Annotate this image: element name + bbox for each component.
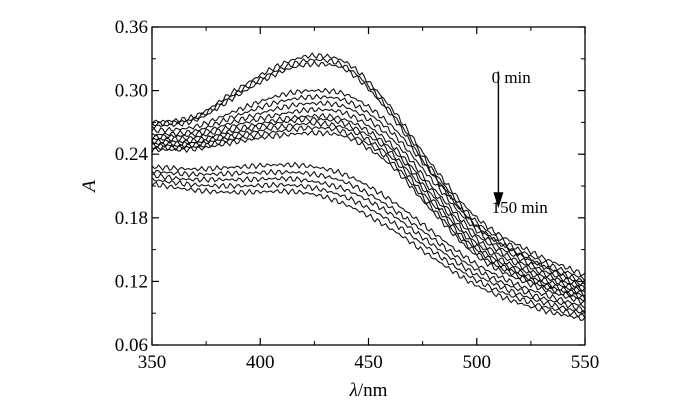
x-tick-label: 500 bbox=[463, 352, 492, 373]
annotation-end: 150 min bbox=[492, 198, 549, 217]
spectrum-line-6 bbox=[151, 100, 586, 292]
y-tick-label: 0.36 bbox=[115, 17, 148, 38]
y-tick-label: 0.18 bbox=[115, 208, 148, 229]
series-layer bbox=[151, 52, 586, 321]
spectrum-line-13 bbox=[151, 161, 586, 309]
x-axis-unit: /nm bbox=[358, 380, 388, 401]
y-axis-title: A bbox=[79, 180, 100, 194]
y-tick-label: 0.12 bbox=[115, 271, 148, 292]
spectrum-line-5 bbox=[151, 93, 586, 289]
x-axis-symbol: λ bbox=[349, 380, 358, 401]
spectrum-line-7 bbox=[151, 107, 586, 293]
x-tick-label: 450 bbox=[354, 352, 383, 373]
spectrum-line-12 bbox=[151, 130, 586, 305]
spectrum-line-17 bbox=[151, 181, 586, 321]
spectrum-line-1 bbox=[151, 52, 586, 276]
spectrum-line-14 bbox=[151, 168, 586, 313]
spectrum-line-16 bbox=[151, 177, 586, 318]
x-tick-label: 400 bbox=[246, 352, 275, 373]
spectrum-line-2 bbox=[151, 58, 586, 282]
ticks-layer bbox=[151, 26, 586, 346]
y-tick-label: 0.06 bbox=[115, 335, 148, 356]
annotation-layer: 0 min 150 min bbox=[492, 68, 549, 217]
y-tick-label: 0.30 bbox=[115, 81, 148, 102]
x-axis-title: λ/nm bbox=[349, 380, 388, 401]
spectrum-line-15 bbox=[151, 173, 586, 314]
spectrum-line-4 bbox=[151, 87, 586, 286]
y-tick-label: 0.24 bbox=[115, 144, 149, 165]
labels-layer: 350 400 450 500 550 0.06 0.12 0.18 0.24 0.30 0.36 bbox=[115, 17, 600, 373]
time-arrow-head bbox=[493, 192, 504, 209]
spectrum-line-3 bbox=[151, 60, 586, 284]
spectrum-line-10 bbox=[151, 120, 586, 300]
x-tick-label: 550 bbox=[571, 352, 600, 373]
annotation-start: 0 min bbox=[492, 68, 532, 87]
x-tick-label: 350 bbox=[138, 352, 167, 373]
spectrum-line-11 bbox=[151, 125, 586, 302]
